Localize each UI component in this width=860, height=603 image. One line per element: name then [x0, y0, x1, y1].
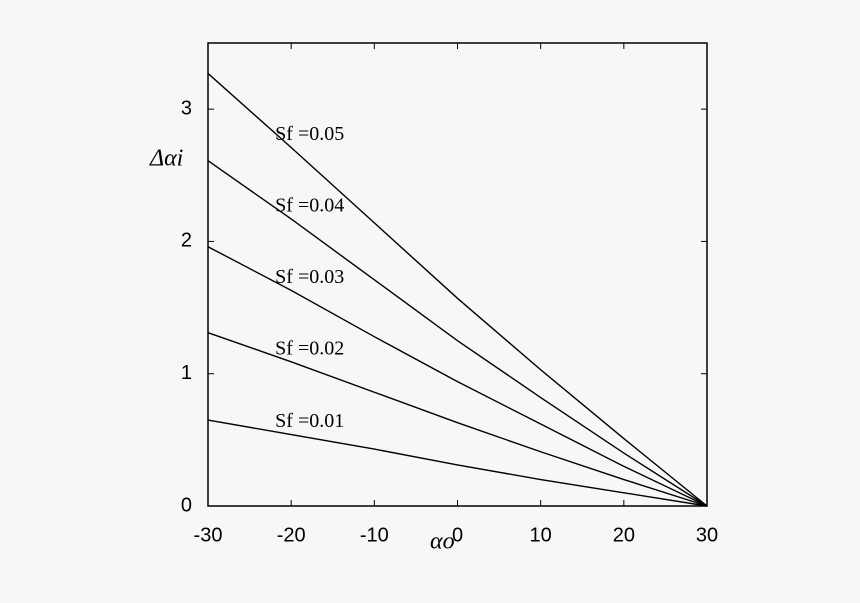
series-line [207, 246, 708, 507]
series-label: Sf =0.04 [275, 195, 344, 217]
x-tick-label: 20 [613, 524, 635, 546]
y-tick-label: 2 [181, 230, 192, 252]
series-line [207, 160, 708, 507]
x-tick-label: 0 [452, 524, 463, 546]
y-axis-label: Δαi [149, 146, 183, 172]
series-line [207, 332, 708, 507]
y-tick-label: 0 [181, 494, 192, 516]
x-tick-label: -30 [194, 524, 223, 546]
y-tick-label: 1 [181, 362, 192, 384]
series-label: Sf =0.01 [275, 410, 344, 432]
x-tick-label: -20 [277, 524, 306, 546]
x-tick-label: 10 [530, 524, 552, 546]
x-axis-label: αo [430, 529, 455, 555]
x-tick-label: -10 [360, 524, 389, 546]
series-line [207, 72, 708, 507]
series-line [207, 419, 708, 507]
y-tick-label: 3 [181, 97, 192, 119]
series-label: Sf =0.03 [275, 266, 344, 288]
series-label: Sf =0.02 [275, 337, 344, 359]
series-label: Sf =0.05 [275, 123, 344, 145]
x-tick-label: 30 [696, 524, 718, 546]
